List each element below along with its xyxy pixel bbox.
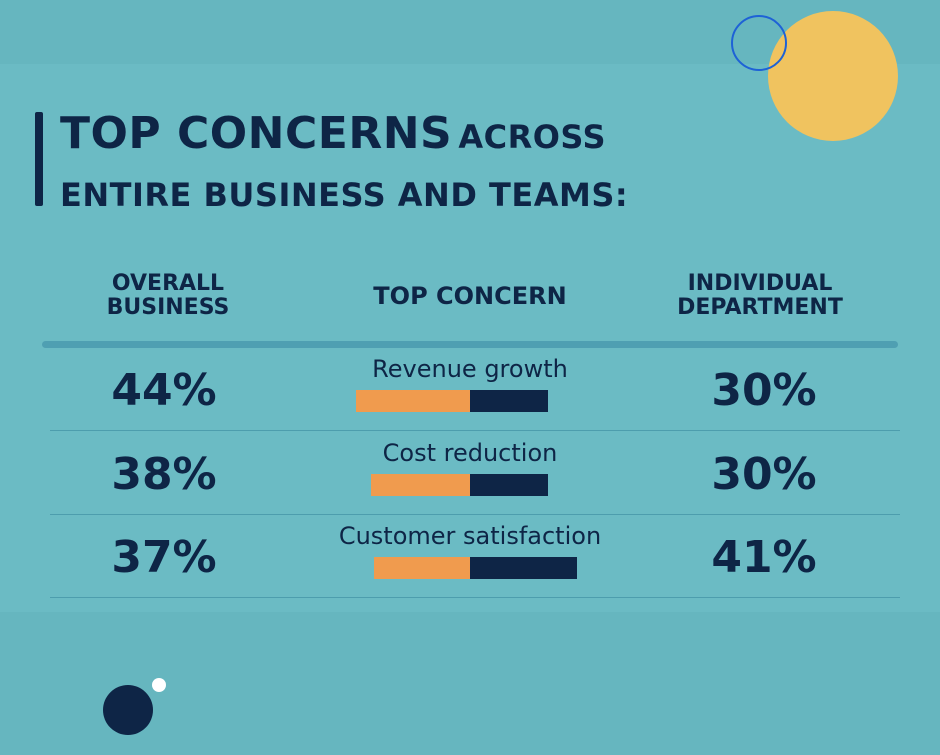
overall-business-bar bbox=[355, 390, 470, 412]
individual-department-value: 30% bbox=[711, 449, 817, 500]
header-divider bbox=[42, 341, 898, 348]
overall-business-value: 38% bbox=[111, 449, 217, 500]
concern-label: Customer satisfaction bbox=[338, 522, 602, 550]
individual-department-bar bbox=[470, 557, 577, 579]
overall-business-bar bbox=[371, 474, 470, 496]
navy-dot-decoration bbox=[103, 685, 153, 735]
overall-business-header: OVERALL BUSINESS bbox=[70, 272, 266, 320]
page-title: TOP CONCERNS ACROSS ENTIRE BUSINESS AND … bbox=[60, 108, 820, 221]
title-light: ACROSS bbox=[458, 118, 607, 156]
overall-header-line2: BUSINESS bbox=[106, 295, 230, 320]
department-header-line2: DEPARTMENT bbox=[677, 295, 843, 320]
yellow-circle-decoration bbox=[768, 11, 898, 141]
title-bold: TOP CONCERNS bbox=[60, 108, 453, 159]
overall-business-bar bbox=[373, 557, 470, 579]
bottom-band bbox=[0, 612, 940, 755]
title-line-2: ENTIRE BUSINESS AND TEAMS: bbox=[60, 176, 629, 214]
concern-label: Revenue growth bbox=[372, 355, 568, 383]
top-concern-header: TOP CONCERN bbox=[373, 282, 567, 310]
overall-business-value: 44% bbox=[111, 365, 217, 416]
table-row: 38% Cost reduction 30% bbox=[50, 431, 900, 515]
table-row: 37% Customer satisfaction 41% bbox=[50, 514, 900, 598]
blue-ring-decoration bbox=[731, 15, 787, 71]
row-divider bbox=[50, 430, 900, 431]
row-divider bbox=[50, 597, 900, 598]
individual-department-value: 30% bbox=[711, 365, 817, 416]
row-divider bbox=[50, 514, 900, 515]
title-accent-bar bbox=[35, 112, 43, 206]
individual-department-bar bbox=[470, 474, 548, 496]
individual-department-bar bbox=[470, 390, 548, 412]
overall-business-value: 37% bbox=[111, 532, 217, 583]
department-header-line1: INDIVIDUAL bbox=[687, 271, 833, 296]
individual-department-header: INDIVIDUAL DEPARTMENT bbox=[650, 272, 870, 320]
table-row: 44% Revenue growth 30% bbox=[50, 347, 900, 431]
white-dot-decoration bbox=[152, 678, 166, 692]
individual-department-value: 41% bbox=[711, 532, 817, 583]
concern-label: Cost reduction bbox=[382, 439, 558, 467]
overall-header-line1: OVERALL bbox=[111, 271, 225, 296]
